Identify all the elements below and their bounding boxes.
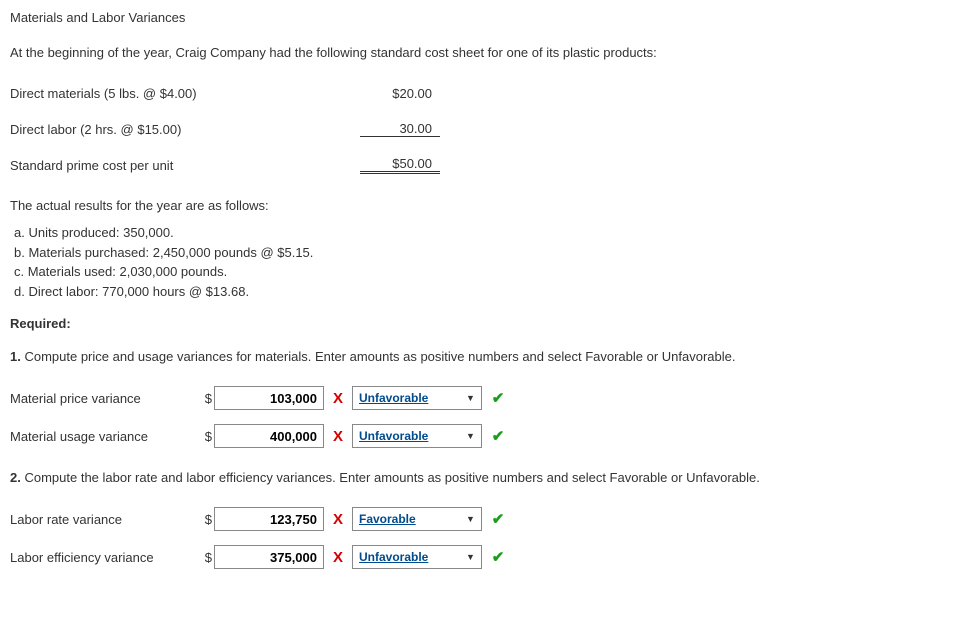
- cost-label: Direct labor (2 hrs. @ $15.00): [10, 122, 360, 137]
- check-mark-icon: ✔: [486, 548, 510, 566]
- cost-row: Direct materials (5 lbs. @ $4.00) $20.00: [10, 75, 969, 111]
- cost-row: Direct labor (2 hrs. @ $15.00) 30.00: [10, 111, 969, 147]
- answer-row: Material usage variance $ X Unfavorable …: [10, 417, 969, 455]
- answer-row: Labor rate variance $ X Favorable ▼ ✔: [10, 500, 969, 538]
- check-mark-icon: ✔: [486, 427, 510, 445]
- select-value: Unfavorable: [359, 429, 428, 443]
- page-title: Materials and Labor Variances: [10, 10, 969, 25]
- result-item-b: b. Materials purchased: 2,450,000 pounds…: [14, 243, 969, 263]
- select-value: Unfavorable: [359, 550, 428, 564]
- question-text: Compute the labor rate and labor efficie…: [24, 470, 759, 485]
- intro-text: At the beginning of the year, Craig Comp…: [10, 45, 969, 60]
- material-price-variance-select[interactable]: Unfavorable ▼: [352, 386, 482, 410]
- dollar-sign: $: [200, 391, 212, 406]
- check-mark-icon: ✔: [486, 389, 510, 407]
- dollar-sign: $: [200, 429, 212, 444]
- answer-label: Labor efficiency variance: [10, 550, 200, 565]
- answer-label: Labor rate variance: [10, 512, 200, 527]
- x-mark-icon: X: [324, 549, 352, 566]
- required-heading: Required:: [10, 316, 969, 331]
- answer-label: Material price variance: [10, 391, 200, 406]
- chevron-down-icon: ▼: [462, 510, 479, 528]
- question-number: 2.: [10, 470, 21, 485]
- select-value: Unfavorable: [359, 391, 428, 405]
- results-list: a. Units produced: 350,000. b. Materials…: [10, 223, 969, 301]
- cost-row: Standard prime cost per unit $50.00: [10, 147, 969, 183]
- cost-label: Standard prime cost per unit: [10, 158, 360, 173]
- material-usage-variance-input[interactable]: [214, 424, 324, 448]
- labor-efficiency-variance-select[interactable]: Unfavorable ▼: [352, 545, 482, 569]
- question-1: 1. Compute price and usage variances for…: [10, 349, 969, 364]
- results-intro: The actual results for the year are as f…: [10, 198, 969, 213]
- answer-row: Material price variance $ X Unfavorable …: [10, 379, 969, 417]
- chevron-down-icon: ▼: [462, 548, 479, 566]
- question-text: Compute price and usage variances for ma…: [24, 349, 735, 364]
- x-mark-icon: X: [324, 511, 352, 528]
- x-mark-icon: X: [324, 390, 352, 407]
- material-usage-variance-select[interactable]: Unfavorable ▼: [352, 424, 482, 448]
- dollar-sign: $: [200, 550, 212, 565]
- result-item-c: c. Materials used: 2,030,000 pounds.: [14, 262, 969, 282]
- cost-value: $50.00: [360, 156, 440, 174]
- answer-row: Labor efficiency variance $ X Unfavorabl…: [10, 538, 969, 576]
- question-number: 1.: [10, 349, 21, 364]
- result-item-d: d. Direct labor: 770,000 hours @ $13.68.: [14, 282, 969, 302]
- labor-efficiency-variance-input[interactable]: [214, 545, 324, 569]
- chevron-down-icon: ▼: [462, 427, 479, 445]
- answer-label: Material usage variance: [10, 429, 200, 444]
- cost-label: Direct materials (5 lbs. @ $4.00): [10, 86, 360, 101]
- material-price-variance-input[interactable]: [214, 386, 324, 410]
- dollar-sign: $: [200, 512, 212, 527]
- cost-value: $20.00: [360, 86, 440, 101]
- labor-rate-variance-select[interactable]: Favorable ▼: [352, 507, 482, 531]
- cost-sheet-table: Direct materials (5 lbs. @ $4.00) $20.00…: [10, 75, 969, 183]
- select-value: Favorable: [359, 512, 416, 526]
- labor-rate-variance-input[interactable]: [214, 507, 324, 531]
- chevron-down-icon: ▼: [462, 389, 479, 407]
- check-mark-icon: ✔: [486, 510, 510, 528]
- question-2: 2. Compute the labor rate and labor effi…: [10, 470, 969, 485]
- cost-value: 30.00: [360, 121, 440, 137]
- x-mark-icon: X: [324, 428, 352, 445]
- result-item-a: a. Units produced: 350,000.: [14, 223, 969, 243]
